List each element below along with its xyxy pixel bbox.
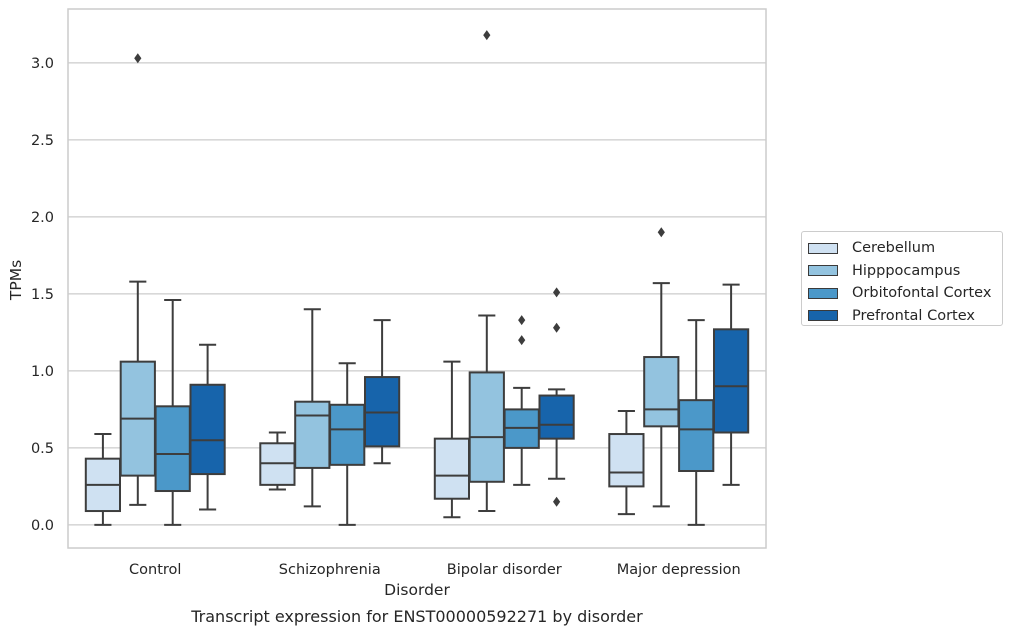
legend-swatch [808, 287, 838, 299]
box-hipppocampus [294, 308, 331, 508]
legend-swatch [808, 242, 838, 254]
outlier-point [483, 30, 491, 41]
box-orbitofontal-cortex [329, 362, 366, 526]
legend-label: Cerebellum [852, 240, 936, 257]
outlier-point [518, 315, 526, 326]
iqr-box [189, 383, 226, 476]
box-prefrontal-cortex [712, 283, 750, 486]
box-prefrontal-cortex [538, 287, 575, 507]
legend-label: Hipppocampus [852, 262, 961, 279]
box-prefrontal-cortex [363, 319, 401, 465]
y-tick-label: 1.5 [31, 287, 54, 303]
iqr-box [329, 403, 366, 466]
iqr-box [712, 328, 750, 434]
legend-label: Prefrontal Cortex [852, 307, 975, 324]
legend-item: Prefrontal Cortex [808, 305, 1002, 328]
x-tick-label: Major depression [617, 562, 741, 578]
iqr-box [468, 371, 505, 483]
legend-swatch [808, 265, 838, 277]
box-prefrontal-cortex [189, 343, 226, 511]
legend-swatch [808, 310, 838, 322]
legend-item: Orbitofontal Cortex [808, 282, 1002, 305]
y-axis-label: TPMs [7, 260, 25, 301]
iqr-box [154, 405, 191, 493]
y-tick-label: 1.0 [31, 364, 54, 380]
y-tick-label: 0.0 [31, 518, 54, 534]
box-hipppocampus [119, 53, 156, 506]
box-cerebellum [608, 409, 645, 516]
box-orbitofontal-cortex [503, 315, 540, 486]
iqr-box [294, 400, 331, 469]
y-tick-label: 3.0 [31, 56, 54, 72]
x-axis-ticks: Control Schizophrenia Bipolar disorder Majo… [129, 562, 741, 578]
iqr-box [538, 394, 575, 440]
outlier-point [553, 496, 561, 507]
outlier-point [553, 322, 561, 333]
chart-title: Transcript expression for ENST0000059227… [190, 607, 643, 626]
box-cerebellum [84, 433, 122, 526]
x-tick-label: Bipolar disorder [447, 562, 562, 578]
legend-item: Hipppocampus [808, 260, 1002, 283]
iqr-box [678, 399, 715, 472]
legend-item: Cerebellum [808, 237, 1002, 260]
box-orbitofontal-cortex [678, 319, 715, 526]
box-hipppocampus [468, 30, 505, 513]
y-tick-label: 0.5 [31, 441, 54, 457]
outlier-point [134, 53, 142, 64]
x-tick-label: Schizophrenia [279, 562, 381, 578]
y-tick-label: 2.5 [31, 133, 54, 149]
box-cerebellum [259, 431, 296, 491]
box-hipppocampus [643, 227, 680, 508]
box-orbitofontal-cortex [154, 299, 191, 526]
y-axis-ticks: 0.0 0.5 1.0 1.5 2.0 2.5 3.0 [31, 56, 54, 534]
x-axis-label: Disorder [384, 581, 450, 599]
y-tick-label: 2.0 [31, 210, 54, 226]
outlier-point [518, 335, 526, 346]
x-tick-label: Control [129, 562, 181, 578]
iqr-box [433, 437, 471, 500]
iqr-box [643, 356, 680, 428]
plot-boxes [84, 30, 750, 526]
box-cerebellum [433, 360, 471, 519]
plot-frame [67, 8, 767, 549]
legend-label: Orbitofontal Cortex [852, 285, 992, 302]
iqr-box [608, 433, 645, 488]
outlier-point [553, 287, 561, 298]
legend: Cerebellum Hipppocampus Orbitofontal Corte… [801, 231, 1003, 326]
outlier-point [657, 227, 665, 238]
